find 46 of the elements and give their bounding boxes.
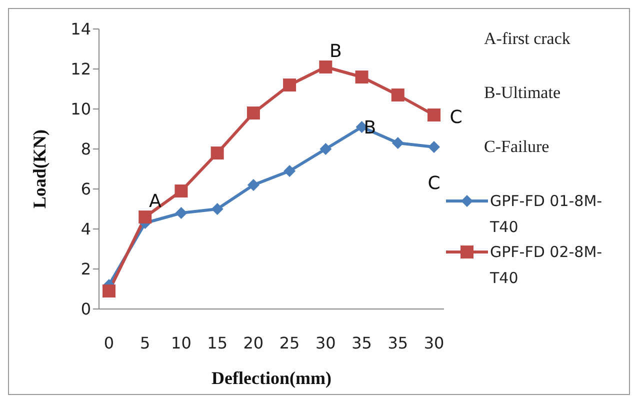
x-tick-label: 30 — [424, 333, 444, 352]
y-tick-label: 12 — [70, 60, 91, 79]
point — [355, 70, 368, 84]
point — [102, 284, 116, 298]
x-tick-label: 10 — [171, 333, 192, 352]
x-tick-label: 30 — [315, 333, 336, 352]
text: A-first crack — [484, 29, 572, 49]
point — [175, 207, 188, 219]
y-tick-label: 2 — [80, 260, 91, 279]
point — [211, 203, 224, 215]
point — [391, 88, 404, 102]
y-tick-label: 10 — [70, 100, 91, 119]
y-tick-label: 14 — [70, 20, 91, 39]
x-tick-label: 35 — [388, 333, 408, 352]
x-tick-label: 20 — [243, 333, 264, 352]
text: C-Failure — [484, 137, 550, 157]
x-tick-label: 35 — [352, 333, 372, 352]
legend-label: GPF-FD 02-8M-T40 — [490, 242, 604, 289]
point — [319, 60, 332, 74]
point — [247, 179, 260, 191]
x-tick-label: 5 — [140, 333, 150, 352]
y-axis-title: Load(KN) — [29, 129, 50, 209]
point — [138, 210, 152, 224]
annotation: A — [148, 191, 162, 212]
x-axis-title: Deflection(mm) — [212, 368, 332, 388]
text: B-Ultimate — [484, 83, 562, 103]
annotation: C — [428, 173, 440, 194]
y-tick-label: 4 — [80, 220, 91, 239]
x-tick-label: 0 — [104, 333, 114, 352]
point — [428, 141, 440, 153]
annotation: B — [329, 41, 342, 62]
point — [210, 146, 224, 160]
point — [284, 165, 296, 177]
x-tick-label: 15 — [207, 333, 228, 352]
point — [174, 184, 188, 198]
y-tick-label: 8 — [80, 140, 91, 159]
point — [428, 108, 440, 122]
point — [392, 137, 404, 149]
point — [320, 143, 332, 155]
text: C — [450, 107, 462, 128]
point — [246, 106, 260, 120]
x-tick-label: 25 — [279, 333, 300, 352]
y-tick-label: 0 — [80, 300, 91, 319]
point — [283, 78, 296, 92]
y-tick-label: 6 — [80, 180, 91, 199]
legend-label: GPF-FD 01-8M-T40 — [490, 191, 604, 238]
